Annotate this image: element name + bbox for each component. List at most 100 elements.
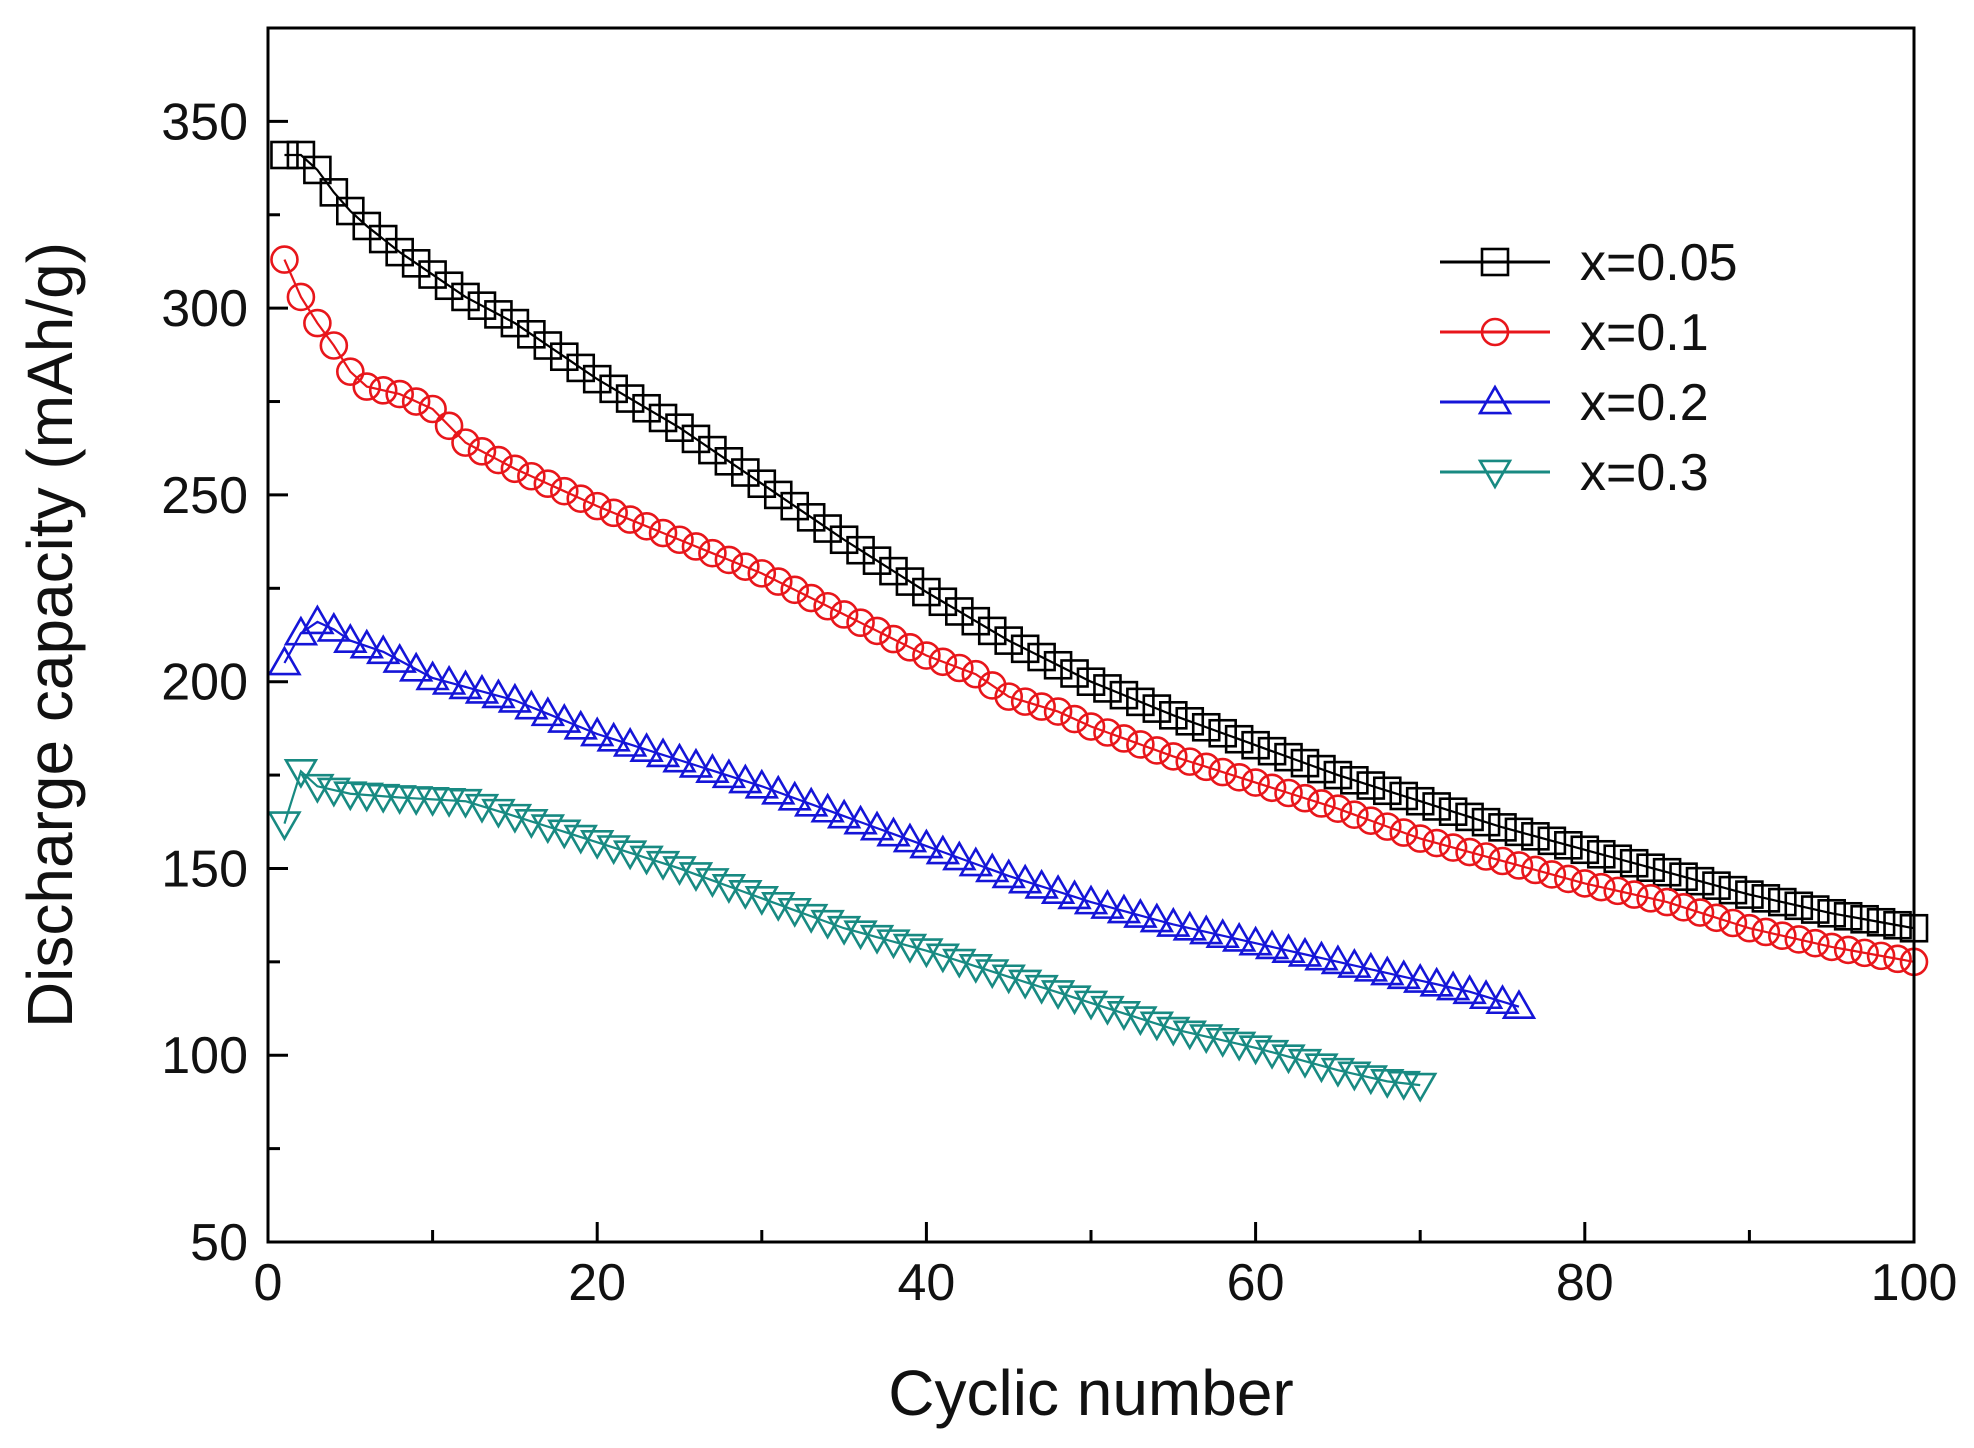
data-point — [1208, 757, 1237, 787]
data-point — [876, 816, 911, 847]
data-point — [1652, 887, 1682, 917]
legend-marker — [1440, 384, 1550, 415]
data-point — [1435, 970, 1471, 1001]
data-point — [1076, 667, 1106, 696]
data-point — [763, 567, 793, 596]
data-point — [859, 810, 895, 841]
data-point — [1751, 917, 1781, 947]
data-point — [1027, 692, 1056, 721]
data-point — [1537, 826, 1567, 856]
data-point — [267, 645, 302, 676]
data-point — [1554, 831, 1583, 860]
series-x=0.1 — [270, 245, 1929, 977]
data-point — [1636, 853, 1665, 883]
data-point — [1060, 704, 1089, 734]
data-point — [1389, 818, 1419, 847]
data-point — [484, 300, 513, 329]
data-point — [1735, 913, 1764, 943]
plot-frame — [266, 26, 1916, 1244]
data-point — [1685, 898, 1715, 927]
data-point — [1241, 768, 1270, 797]
data-point — [1290, 748, 1320, 778]
data-point — [1057, 879, 1092, 910]
data-point — [500, 308, 530, 338]
data-point — [632, 512, 661, 541]
data-point — [1866, 941, 1896, 971]
data-point — [1389, 781, 1419, 811]
data-point — [366, 634, 401, 665]
y-tick-label: 250 — [161, 467, 248, 525]
data-point — [1323, 794, 1353, 823]
data-point — [645, 737, 681, 768]
data-point — [912, 641, 941, 670]
data-point — [961, 659, 991, 689]
data-point — [747, 559, 777, 588]
data-point — [1290, 783, 1320, 813]
data-point — [1093, 674, 1122, 703]
data-point — [695, 753, 730, 783]
data-point — [481, 678, 516, 709]
data-point — [401, 249, 431, 278]
data-point — [1356, 806, 1386, 835]
data-point — [1126, 687, 1155, 717]
data-point — [1076, 712, 1106, 741]
data-point — [566, 484, 596, 513]
data-point — [1521, 855, 1550, 885]
data-point — [909, 828, 944, 859]
data-point — [1175, 747, 1205, 776]
legend-entry-x01: x=0.1 — [1440, 304, 1709, 362]
data-point — [711, 758, 747, 789]
data-point — [303, 308, 332, 338]
data-point — [549, 342, 579, 372]
y-tick-label: 350 — [161, 93, 248, 151]
data-point — [744, 885, 779, 916]
data-point — [780, 491, 810, 521]
data-point — [1208, 718, 1237, 748]
data-point — [1126, 730, 1155, 759]
data-point — [596, 721, 631, 752]
data-point — [1060, 659, 1089, 688]
data-point — [319, 178, 349, 207]
data-point — [1866, 907, 1896, 937]
series-layer — [267, 140, 1929, 1103]
data-point — [665, 525, 694, 555]
data-point — [1010, 687, 1040, 716]
data-point — [1123, 897, 1158, 928]
data-point — [615, 384, 645, 413]
data-point — [1372, 812, 1402, 841]
data-point — [731, 458, 760, 487]
data-point — [1669, 893, 1698, 922]
data-point — [270, 245, 299, 274]
data-point — [1189, 914, 1224, 945]
data-point — [382, 642, 417, 673]
data-point — [714, 447, 744, 476]
data-point — [1488, 813, 1517, 842]
data-point — [747, 469, 777, 499]
data-point — [1438, 797, 1468, 826]
data-point — [549, 476, 579, 506]
data-point — [813, 591, 842, 621]
data-point — [1817, 932, 1846, 962]
data-point — [1537, 860, 1567, 889]
data-point — [1403, 962, 1438, 993]
data-point — [1850, 904, 1879, 934]
data-point — [464, 673, 500, 704]
data-point — [580, 716, 615, 747]
x-tick-label: 60 — [1227, 1254, 1285, 1312]
data-point — [1501, 989, 1537, 1020]
y-tick-label: 100 — [161, 1027, 248, 1085]
data-point — [1142, 694, 1172, 723]
data-point — [1833, 935, 1863, 965]
data-point — [615, 505, 645, 534]
data-point — [698, 538, 727, 568]
data-point — [283, 758, 319, 789]
data-point — [977, 671, 1007, 700]
data-point — [1833, 901, 1863, 931]
legend-symbol — [1480, 317, 1510, 347]
data-point — [451, 428, 480, 457]
data-point — [1073, 884, 1109, 915]
data-point — [1191, 752, 1221, 782]
data-point — [1224, 763, 1254, 792]
legend-symbol — [1480, 247, 1510, 277]
series-line — [283, 259, 1915, 963]
